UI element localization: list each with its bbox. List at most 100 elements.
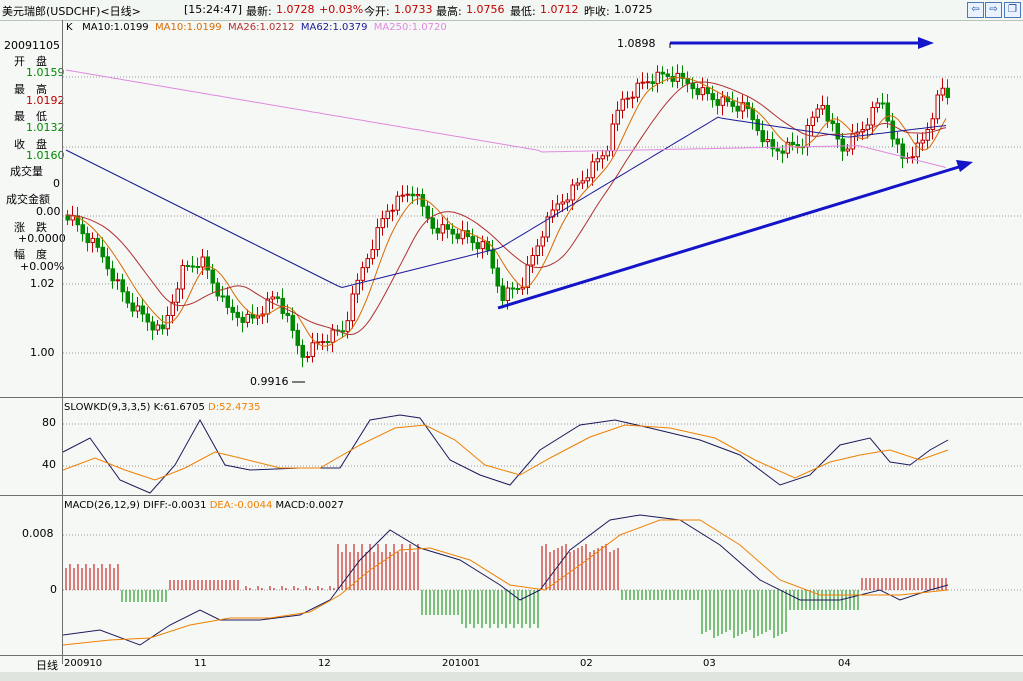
candle-body <box>890 120 895 140</box>
candle-body <box>270 296 275 300</box>
candle-body <box>535 245 540 256</box>
candle-body <box>540 236 545 247</box>
candle-body <box>515 288 520 290</box>
candle-body <box>160 324 165 330</box>
arrow-left-icon[interactable]: ⇦ <box>967 2 984 18</box>
pane-divider-macd <box>0 495 1023 496</box>
candle-body <box>585 177 590 182</box>
x-tick-02: 02 <box>580 658 593 669</box>
status-bar <box>0 672 1023 681</box>
candle-body <box>275 296 280 299</box>
info-change-value: +0.0000 <box>18 232 66 245</box>
candle-body <box>445 224 450 230</box>
high-value: 1.0756 <box>466 3 505 16</box>
candle-body <box>80 224 85 235</box>
candle-body <box>790 141 795 145</box>
slowkd-legend: SLOWKD(9,3,3,5) K:61.6705 D:52.4735 <box>64 402 260 413</box>
candle-body <box>225 295 230 308</box>
candle-body <box>560 201 565 205</box>
candle-body <box>470 236 475 244</box>
info-range-value: +0.00% <box>20 260 65 273</box>
candle-body <box>460 230 465 240</box>
candle-body <box>940 87 945 96</box>
candle-body <box>760 130 765 143</box>
candle-body <box>875 102 880 108</box>
candle-body <box>205 256 210 271</box>
candle-body <box>215 282 220 297</box>
candle-body <box>345 320 350 332</box>
candle-body <box>785 141 790 154</box>
candle-body <box>925 129 930 141</box>
info-high-value: 1.0192 <box>26 94 65 107</box>
candle-body <box>635 82 640 98</box>
candle-body <box>810 116 815 126</box>
candle-body <box>190 265 195 268</box>
candle-body <box>235 311 240 318</box>
open-label: 今开: <box>364 5 390 18</box>
candle-body <box>150 321 155 331</box>
arrow-right-icon <box>918 37 934 49</box>
candle-body <box>870 107 875 126</box>
ma26-line <box>65 81 947 336</box>
candle-body <box>565 199 570 203</box>
candle-body <box>390 209 395 212</box>
macd-tick-0: 0 <box>50 583 57 596</box>
candle-body <box>310 342 315 357</box>
candle-body <box>405 193 410 196</box>
macd-name: MACD(26,12,9) <box>64 500 140 511</box>
candle-body <box>930 118 935 130</box>
candle-body <box>545 216 550 238</box>
candle-body <box>895 138 900 145</box>
candle-body <box>750 108 755 121</box>
candle-body <box>920 139 925 144</box>
candle-body <box>355 279 360 295</box>
arrow-right-icon[interactable]: ⇨ <box>985 2 1002 18</box>
candle-body <box>780 150 785 154</box>
legend-k: K <box>66 22 73 33</box>
legend-ma62: MA62:1.0379 <box>300 22 368 33</box>
slowkd-k-line <box>62 414 949 494</box>
candle-body <box>900 143 905 159</box>
candle-body <box>290 314 295 331</box>
candle-body <box>575 182 580 186</box>
candle-body <box>820 105 825 110</box>
candle-body <box>555 203 560 211</box>
candle-body <box>280 297 285 314</box>
candle-body <box>765 139 770 143</box>
candle-body <box>285 312 290 316</box>
pane-divider-kd <box>0 397 1023 398</box>
candle-body <box>380 218 385 229</box>
candle-body <box>885 102 890 122</box>
candle-body <box>475 242 480 250</box>
restore-icon[interactable]: ❐ <box>1004 2 1021 18</box>
candle-body <box>220 295 225 298</box>
macd-value: MACD:0.0027 <box>275 500 344 511</box>
candle-body <box>650 81 655 84</box>
candle-body <box>305 356 310 358</box>
trough-annotation: 0.9916 <box>250 375 289 388</box>
candle-body <box>95 237 100 248</box>
candle-body <box>180 265 185 290</box>
candle-body <box>625 97 630 100</box>
candle-body <box>580 180 585 184</box>
candle-body <box>195 266 200 268</box>
price-tick-102: 1.02 <box>30 277 55 290</box>
quote-header: 美元瑞郎(USDCHF)<日线> [15:24:47] 最新: 1.0728 +… <box>0 0 1023 21</box>
candle-body <box>610 123 615 152</box>
info-close-value: 1.0160 <box>26 149 65 162</box>
candle-body <box>945 87 950 98</box>
candle-body <box>815 108 820 118</box>
candle-body <box>145 313 150 323</box>
candle-body <box>410 193 415 197</box>
macd-dea: DEA:-0.0044 <box>209 500 273 511</box>
candle-body <box>135 305 140 312</box>
candle-body <box>850 133 855 150</box>
candle-body <box>105 256 110 270</box>
ma-legend: K MA10:1.0199 MA10:1.0199 MA26:1.0212 MA… <box>66 22 447 33</box>
info-volume-value: 0 <box>53 177 60 190</box>
candle-body <box>400 194 405 197</box>
x-tick-200910: 200910 <box>64 658 103 669</box>
candle-body <box>505 287 510 301</box>
info-low-label: 最 低 <box>14 110 47 123</box>
